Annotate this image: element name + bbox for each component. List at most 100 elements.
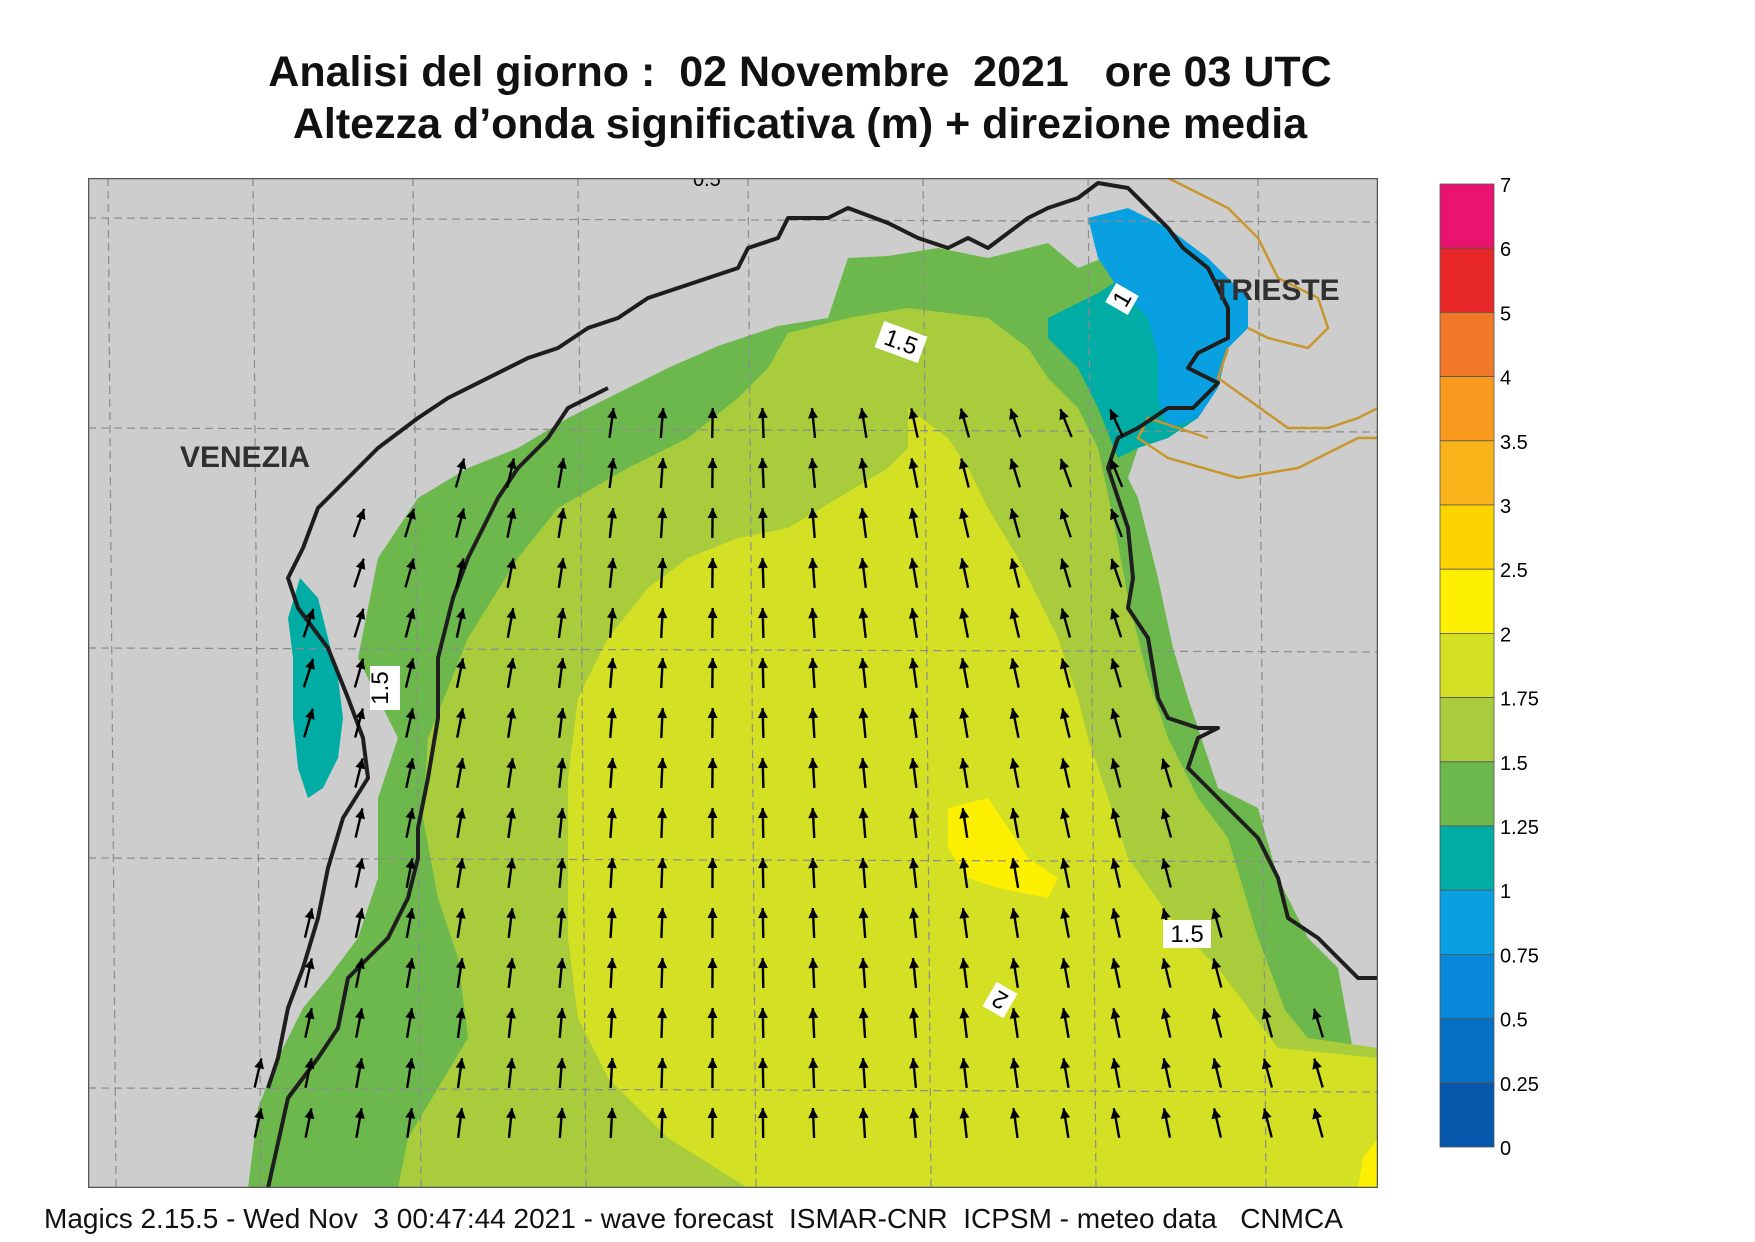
wave-direction-arrowhead (959, 908, 970, 919)
wave-direction-arrowhead (958, 458, 969, 470)
colorbar-tick-label: 0.25 (1500, 1074, 1539, 1096)
wave-direction-arrowhead (1312, 1058, 1322, 1070)
wave-direction-arrowhead (506, 608, 517, 619)
wave-direction-arrowhead (858, 708, 869, 719)
colorbar-tick-label: 0.5 (1500, 1010, 1528, 1032)
wave-direction-arrowhead (1009, 558, 1020, 570)
wave-direction-arrowhead (707, 758, 718, 769)
wave-direction-arrowhead (455, 1008, 466, 1019)
wave-direction-arrowhead (858, 658, 869, 669)
wave-direction-arrowhead (1060, 908, 1070, 919)
wave-direction-arrowhead (1009, 708, 1020, 720)
wave-direction-arrowhead (909, 858, 919, 869)
colorbar-tick-label: 1.5 (1500, 753, 1528, 775)
wave-direction-arrowhead (707, 658, 718, 669)
wave-direction-arrowhead (355, 608, 366, 620)
wave-direction-arrowhead (1161, 1108, 1171, 1120)
wave-direction-arrowhead (1211, 1008, 1222, 1020)
wave-direction-arrowhead (959, 508, 969, 520)
wave-direction-arrowhead (1160, 858, 1171, 870)
wave-direction-arrowhead (405, 908, 416, 919)
wave-direction-arrowhead (909, 1108, 919, 1119)
wave-direction-arrowhead (506, 858, 517, 869)
grid-line (88, 857, 1378, 863)
wave-direction-arrowhead (707, 1058, 718, 1068)
wave-direction-arrowhead (406, 558, 416, 570)
wave-direction-arrowhead (657, 658, 668, 669)
wave-direction-arrowhead (1009, 858, 1020, 869)
wave-direction-arrowhead (607, 608, 617, 619)
wave-direction-arrowhead (1110, 758, 1121, 770)
wave-direction-arrowhead (1211, 1058, 1222, 1070)
wave-direction-arrowhead (355, 558, 366, 570)
wave-direction-arrowhead (1009, 758, 1020, 769)
wave-direction-arrowhead (1009, 908, 1020, 919)
wave-direction-arrowhead (1261, 1008, 1272, 1020)
wave-direction-arrowhead (455, 958, 466, 969)
wave-direction-arrowhead (1059, 558, 1070, 570)
wave-direction-arrowhead (707, 458, 718, 469)
wave-direction-arrowhead (858, 458, 869, 469)
wave-direction-arrowhead (1060, 758, 1070, 770)
wave-direction-arrowhead (305, 708, 315, 720)
wave-direction-arrowhead (556, 558, 567, 569)
wave-direction-arrowhead (556, 508, 567, 519)
wave-direction-arrowhead (1160, 758, 1171, 770)
wave-direction-arrowhead (1211, 908, 1221, 920)
wave-direction-arrowhead (607, 508, 617, 519)
sea-band-2-5-edge (1358, 1138, 1378, 1188)
sea-band-1-west (288, 578, 343, 798)
wave-direction-arrowhead (808, 408, 818, 419)
wave-direction-arrowhead (1161, 1008, 1171, 1020)
wave-direction-arrowhead (556, 908, 567, 919)
colorbar-swatch (1439, 183, 1495, 249)
wave-direction-arrowhead (959, 658, 969, 669)
wave-direction-arrowhead (757, 558, 768, 569)
wave-direction-arrowhead (1059, 409, 1069, 421)
wave-direction-arrowhead (707, 858, 718, 868)
wave-direction-arrowhead (757, 1058, 768, 1069)
wave-direction-arrowhead (1110, 958, 1121, 970)
wave-direction-arrowhead (506, 1058, 516, 1069)
coastline (266, 181, 1378, 1089)
wave-direction-arrowhead (808, 908, 819, 919)
wave-direction-arrowhead (456, 708, 466, 719)
wave-direction-arrowhead (1110, 608, 1120, 620)
colorbar-tick-label: 5 (1500, 303, 1511, 325)
wave-direction-arrowhead (959, 708, 970, 719)
wave-direction-arrowhead (858, 508, 869, 519)
wave-direction-arrowhead (606, 908, 617, 919)
wave-direction-arrowhead (405, 958, 416, 969)
wave-direction-arrowhead (304, 1008, 315, 1020)
wave-direction-arrowhead (606, 708, 617, 719)
wave-direction-arrowhead (1211, 1108, 1222, 1120)
colorbar-swatch (1439, 889, 1495, 955)
wave-direction-arrowhead (355, 658, 366, 670)
wave-direction-arrowhead (1009, 658, 1020, 670)
wave-direction-arrowhead (1009, 408, 1019, 420)
colorbar-swatch (1439, 440, 1495, 506)
wave-direction-arrowhead (909, 1008, 919, 1019)
wave-direction-arrowhead (355, 708, 366, 720)
wave-direction-arrowhead (355, 808, 365, 820)
wave-direction-arrowhead (1161, 958, 1171, 970)
sea-band-2-5 (948, 798, 1058, 898)
wave-direction-arrowhead (606, 858, 617, 869)
wave-direction-arrowhead (1110, 658, 1120, 670)
wave-direction-arrowhead (607, 408, 618, 419)
colorbar-tick-label: 4 (1500, 368, 1511, 390)
wave-direction-arrowhead (1211, 958, 1222, 970)
contour-label: 1.5 (367, 666, 400, 710)
wave-direction-arrowhead (456, 758, 466, 769)
wave-direction-arrowhead (757, 458, 768, 469)
wave-direction-arrowhead (355, 1008, 365, 1019)
sea-band-0-75 (1088, 208, 1248, 428)
wave-direction-arrowhead (908, 708, 919, 719)
wave-direction-arrowhead (1059, 658, 1070, 670)
wave-direction-arrowhead (757, 858, 768, 869)
wave-direction-arrowhead (959, 608, 969, 620)
wave-direction-arrowhead (556, 858, 567, 869)
wave-direction-arrowhead (1110, 808, 1121, 820)
contour-label: 1.5 (1163, 920, 1211, 948)
wave-direction-arrowhead (355, 908, 365, 920)
